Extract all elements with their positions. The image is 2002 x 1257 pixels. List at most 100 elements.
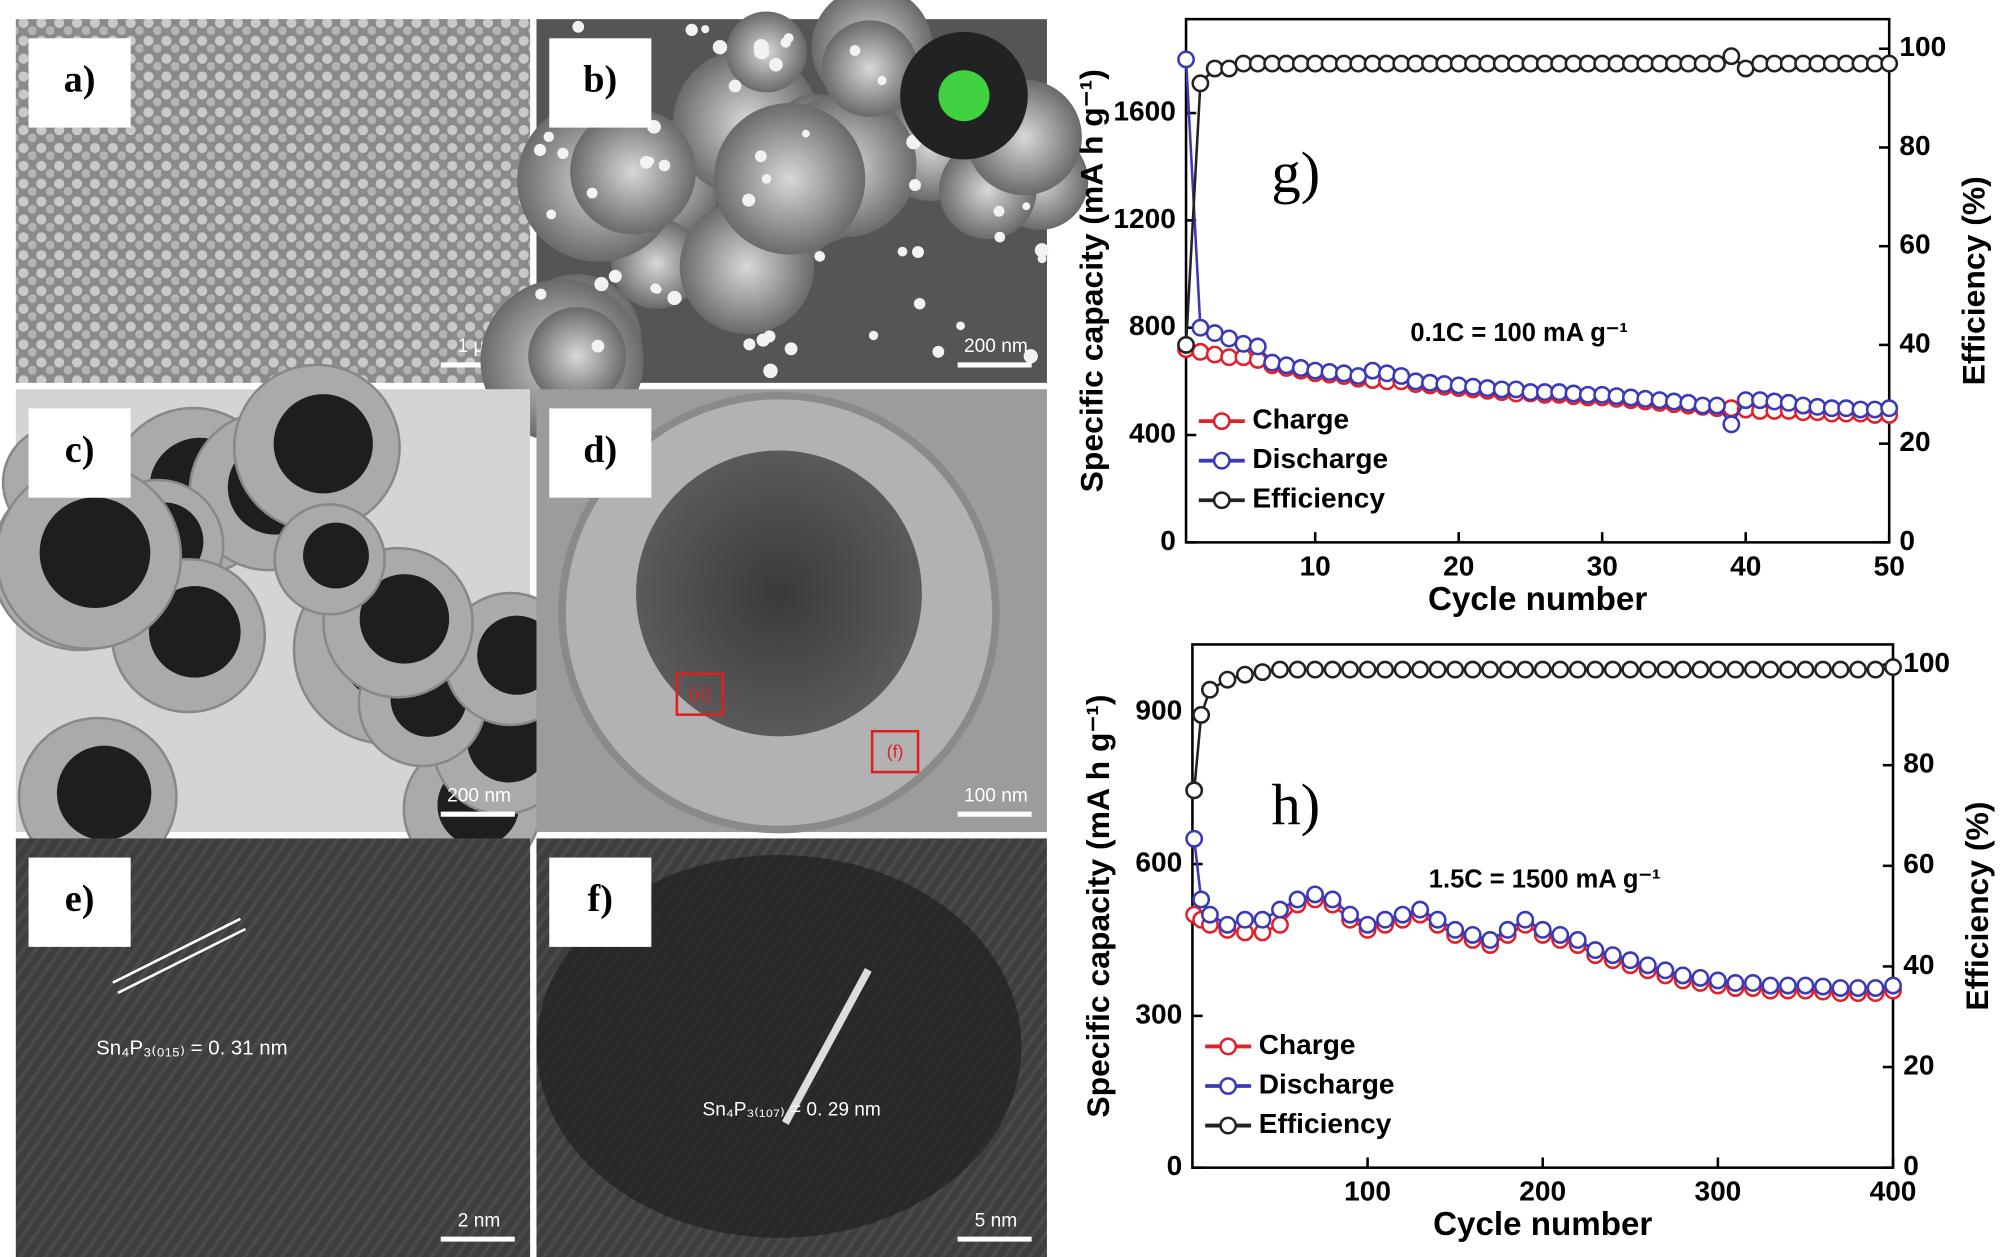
- data-point: [1880, 399, 1899, 418]
- nanoparticle: [993, 205, 1005, 217]
- data-point: [1191, 342, 1210, 361]
- data-point: [1185, 781, 1204, 800]
- y2-tick-label: 0: [1903, 1150, 1919, 1181]
- panel-label-box: [549, 857, 652, 947]
- data-point: [1535, 54, 1554, 73]
- data-point: [1288, 890, 1307, 909]
- data-point: [1884, 658, 1902, 677]
- panel-label: c): [65, 429, 95, 471]
- lattice-annotation: Sn₄P₃₍₁₀₇₎ = 0. 29 nm: [703, 1099, 881, 1120]
- x-tick-label: 20: [1443, 550, 1474, 581]
- inset-core: [938, 70, 990, 122]
- core: [56, 745, 152, 841]
- nanoparticle: [608, 269, 622, 283]
- data-point: [1177, 50, 1195, 69]
- data-point: [1779, 54, 1798, 73]
- nanoparticle: [685, 23, 698, 36]
- y2-axis-label: Efficiency (%): [1955, 176, 1991, 385]
- x-tick-label: 200: [1519, 1176, 1566, 1207]
- data-point: [1463, 925, 1482, 944]
- annotation: 1.5C = 1500 mA g⁻¹: [1429, 865, 1661, 893]
- data-point: [1320, 363, 1339, 381]
- nanoparticle: [909, 179, 921, 192]
- data-point: [1358, 915, 1377, 934]
- data-point: [1358, 660, 1377, 679]
- data-point: [1726, 660, 1745, 679]
- data-point: [1831, 979, 1850, 997]
- data-point: [1323, 890, 1342, 909]
- data-point: [1220, 348, 1239, 367]
- data-point: [1691, 660, 1710, 679]
- nanoparticle: [667, 290, 682, 306]
- data-point: [1263, 54, 1282, 73]
- data-point: [1650, 391, 1669, 410]
- nanoparticle: [586, 187, 598, 199]
- data-point: [1665, 392, 1683, 411]
- data-point: [1568, 931, 1587, 949]
- panel-label-box: [549, 38, 652, 128]
- legend-label: Discharge: [1259, 1068, 1395, 1099]
- data-point: [1603, 946, 1622, 965]
- data-point: [1533, 660, 1552, 679]
- data-point: [1411, 660, 1430, 679]
- nanoparticle: [1022, 202, 1031, 211]
- x-axis-label: Cycle number: [1428, 581, 1647, 618]
- data-point: [1794, 396, 1813, 415]
- data-point: [1349, 54, 1368, 73]
- legend-marker: [1219, 1077, 1238, 1095]
- data-point: [1363, 361, 1382, 380]
- nanoparticle: [753, 39, 769, 55]
- data-point: [1218, 915, 1237, 934]
- legend-label: Charge: [1252, 404, 1349, 435]
- x-tick-label: 400: [1870, 1176, 1917, 1207]
- plot-frame: [1184, 17, 1891, 544]
- y-tick-label: 900: [1135, 695, 1182, 726]
- data-point: [1185, 829, 1204, 848]
- data-point: [1726, 974, 1745, 992]
- sphere: [713, 103, 866, 255]
- region-label: (e): [689, 684, 711, 704]
- x-tick-label: 40: [1730, 550, 1761, 581]
- data-point: [1481, 931, 1500, 949]
- data-point: [1808, 54, 1827, 73]
- nanoparticle: [761, 174, 772, 184]
- particle: [536, 855, 1022, 1238]
- nanoparticle: [594, 277, 609, 292]
- panel-label: e): [65, 878, 95, 920]
- data-point: [1435, 54, 1454, 73]
- data-point: [1521, 383, 1540, 402]
- data-point: [1521, 54, 1540, 73]
- panel-label: h): [1271, 772, 1320, 837]
- data-point: [1736, 59, 1755, 78]
- y2-axis-label: Efficiency (%): [1959, 801, 1995, 1010]
- y2-tick-label: 0: [1899, 525, 1915, 556]
- scale-bar-label: 200 nm: [964, 336, 1028, 357]
- y2-tick-label: 80: [1903, 748, 1934, 779]
- y2-tick-label: 100: [1899, 31, 1946, 62]
- data-point: [1464, 54, 1482, 73]
- nanoparticle: [913, 297, 926, 310]
- data-point: [1428, 660, 1447, 679]
- y2-tick-label: 60: [1903, 848, 1934, 879]
- data-point: [1551, 925, 1570, 944]
- y2-tick-label: 80: [1899, 130, 1930, 161]
- data-point: [1378, 364, 1396, 383]
- data-point: [1291, 54, 1310, 73]
- scale-bar-label: 5 nm: [975, 1210, 1018, 1231]
- data-point: [1533, 920, 1552, 939]
- data-point: [1271, 900, 1289, 919]
- data-point: [1234, 54, 1253, 73]
- data-point: [1656, 961, 1675, 980]
- data-point: [1708, 971, 1727, 990]
- data-point: [1691, 968, 1710, 987]
- data-point: [1779, 393, 1798, 412]
- panel-label-box: [28, 857, 131, 947]
- data-point: [1551, 660, 1570, 679]
- data-point: [1586, 660, 1605, 679]
- data-point: [1621, 951, 1640, 970]
- y-tick-label: 0: [1167, 1150, 1183, 1181]
- series-line: [1192, 838, 1894, 990]
- data-point: [1665, 54, 1683, 73]
- data-point: [1796, 660, 1815, 679]
- data-point: [1679, 393, 1698, 412]
